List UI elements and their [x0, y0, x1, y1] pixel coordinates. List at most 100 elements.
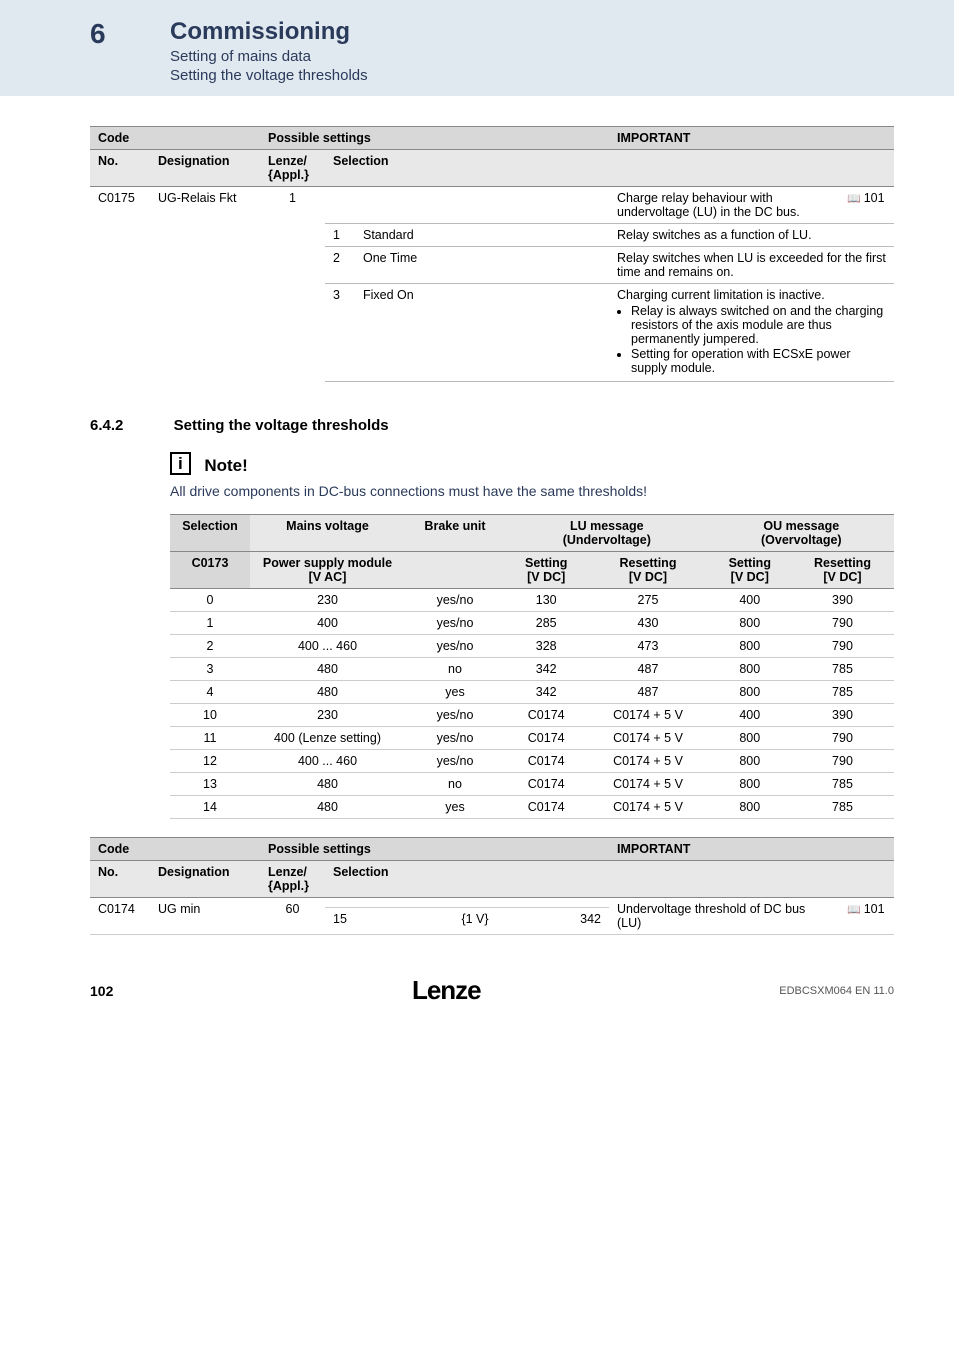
doc-id: EDBCSXM064 EN 11.0 [779, 985, 894, 997]
cell: C0174 [90, 898, 150, 935]
hdr: C0173 [170, 552, 250, 589]
page-footer: 102 Lenze EDBCSXM064 EN 11.0 [0, 935, 954, 1006]
cell: C0174 [505, 750, 587, 773]
cell: UG min [150, 898, 260, 935]
cell: {1 V} [425, 908, 525, 935]
cell: 13 [170, 773, 250, 796]
cell: 800 [709, 658, 791, 681]
table-row: 4480yes342487800785 [170, 681, 894, 704]
note-box: i Note! All drive components in DC-bus c… [170, 454, 894, 499]
cell: no [405, 658, 505, 681]
cell [325, 187, 609, 224]
cell: 800 [709, 681, 791, 704]
note-title: Note! [204, 456, 247, 475]
section-heading: 6.4.2 Setting the voltage thresholds [90, 417, 894, 434]
cell: 400 (Lenze setting) [250, 727, 405, 750]
hdr: Selection [325, 150, 609, 187]
cell: 1 [260, 187, 325, 382]
cell: 101 [839, 898, 894, 935]
cell: 285 [505, 612, 587, 635]
cell: 785 [791, 681, 894, 704]
cell: 101 [839, 187, 894, 224]
threshold-table: SelectionMains voltageBrake unitLU messa… [170, 514, 894, 819]
cell: 430 [587, 612, 708, 635]
hdr: No. [90, 150, 150, 187]
chapter-title: Commissioning [170, 18, 368, 46]
cell: 2 [170, 635, 250, 658]
cell: 785 [791, 796, 894, 819]
cell: C0174 [505, 727, 587, 750]
logo: Lenze [412, 975, 481, 1006]
cell: 390 [791, 589, 894, 612]
table-row: 11400 (Lenze setting)yes/noC0174C0174 + … [170, 727, 894, 750]
cell: yes/no [405, 704, 505, 727]
cell: 400 ... 460 [250, 750, 405, 773]
table-row: 2400 ... 460yes/no328473800790 [170, 635, 894, 658]
cell: Fixed On [355, 284, 609, 382]
cell: yes [405, 796, 505, 819]
cell: C0174 + 5 V [587, 704, 708, 727]
cell: 790 [791, 635, 894, 658]
hdr [609, 861, 894, 898]
table-row: 10230yes/noC0174C0174 + 5 V400390 [170, 704, 894, 727]
cell: 473 [587, 635, 708, 658]
cell: C0175 [90, 187, 150, 382]
cell: 10 [170, 704, 250, 727]
book-icon [847, 191, 864, 205]
cell: 790 [791, 612, 894, 635]
hdr: No. [90, 861, 150, 898]
hdr: Power supply module [V AC] [250, 552, 405, 589]
cell: 60 [260, 898, 325, 935]
cell: 790 [791, 750, 894, 773]
cell: 800 [709, 773, 791, 796]
cell: 3 [325, 284, 355, 382]
cell: 342 [525, 908, 609, 935]
cell: UG-Relais Fkt [150, 187, 260, 382]
hdr: Setting [V DC] [505, 552, 587, 589]
cell: 2 [325, 247, 355, 284]
cell: 390 [791, 704, 894, 727]
cell: Standard [355, 224, 609, 247]
cell: 400 [709, 704, 791, 727]
cell: 480 [250, 796, 405, 819]
cell: 230 [250, 589, 405, 612]
hdr: Setting [V DC] [709, 552, 791, 589]
hdr: Lenze/ {Appl.} [260, 861, 325, 898]
cell: 328 [505, 635, 587, 658]
cell: no [405, 773, 505, 796]
hdr: IMPORTANT [609, 127, 894, 150]
section-title: Setting the voltage thresholds [174, 417, 389, 434]
cell: 400 ... 460 [250, 635, 405, 658]
cell: yes/no [405, 612, 505, 635]
section-number: 6.4.2 [90, 417, 170, 434]
hdr: LU message (Undervoltage) [505, 515, 709, 552]
cell: 1 [325, 224, 355, 247]
cell: 400 [250, 612, 405, 635]
cell: 3 [170, 658, 250, 681]
cell: yes [405, 681, 505, 704]
cell: yes/no [405, 589, 505, 612]
cell: 785 [791, 658, 894, 681]
cell: yes/no [405, 727, 505, 750]
hdr: Resetting [V DC] [791, 552, 894, 589]
bullet-list: Relay is always switched on and the char… [617, 304, 886, 375]
cell: 14 [170, 796, 250, 819]
cell: Relay switches when LU is exceeded for t… [609, 247, 894, 284]
cell: 480 [250, 773, 405, 796]
cell: 1 [170, 612, 250, 635]
cell: 785 [791, 773, 894, 796]
cell: 0 [170, 589, 250, 612]
cell: 342 [505, 681, 587, 704]
cell: 790 [791, 727, 894, 750]
hdr: Designation [150, 861, 260, 898]
hdr: Lenze/ {Appl.} [260, 150, 325, 187]
page-number: 102 [90, 983, 113, 999]
cell: C0174 [505, 796, 587, 819]
cell: 800 [709, 727, 791, 750]
cell: 230 [250, 704, 405, 727]
book-icon [847, 902, 864, 916]
cell: Undervoltage threshold of DC bus (LU) [609, 898, 839, 935]
cell: 487 [587, 681, 708, 704]
hdr: Possible settings [260, 838, 609, 861]
cell [325, 898, 609, 908]
